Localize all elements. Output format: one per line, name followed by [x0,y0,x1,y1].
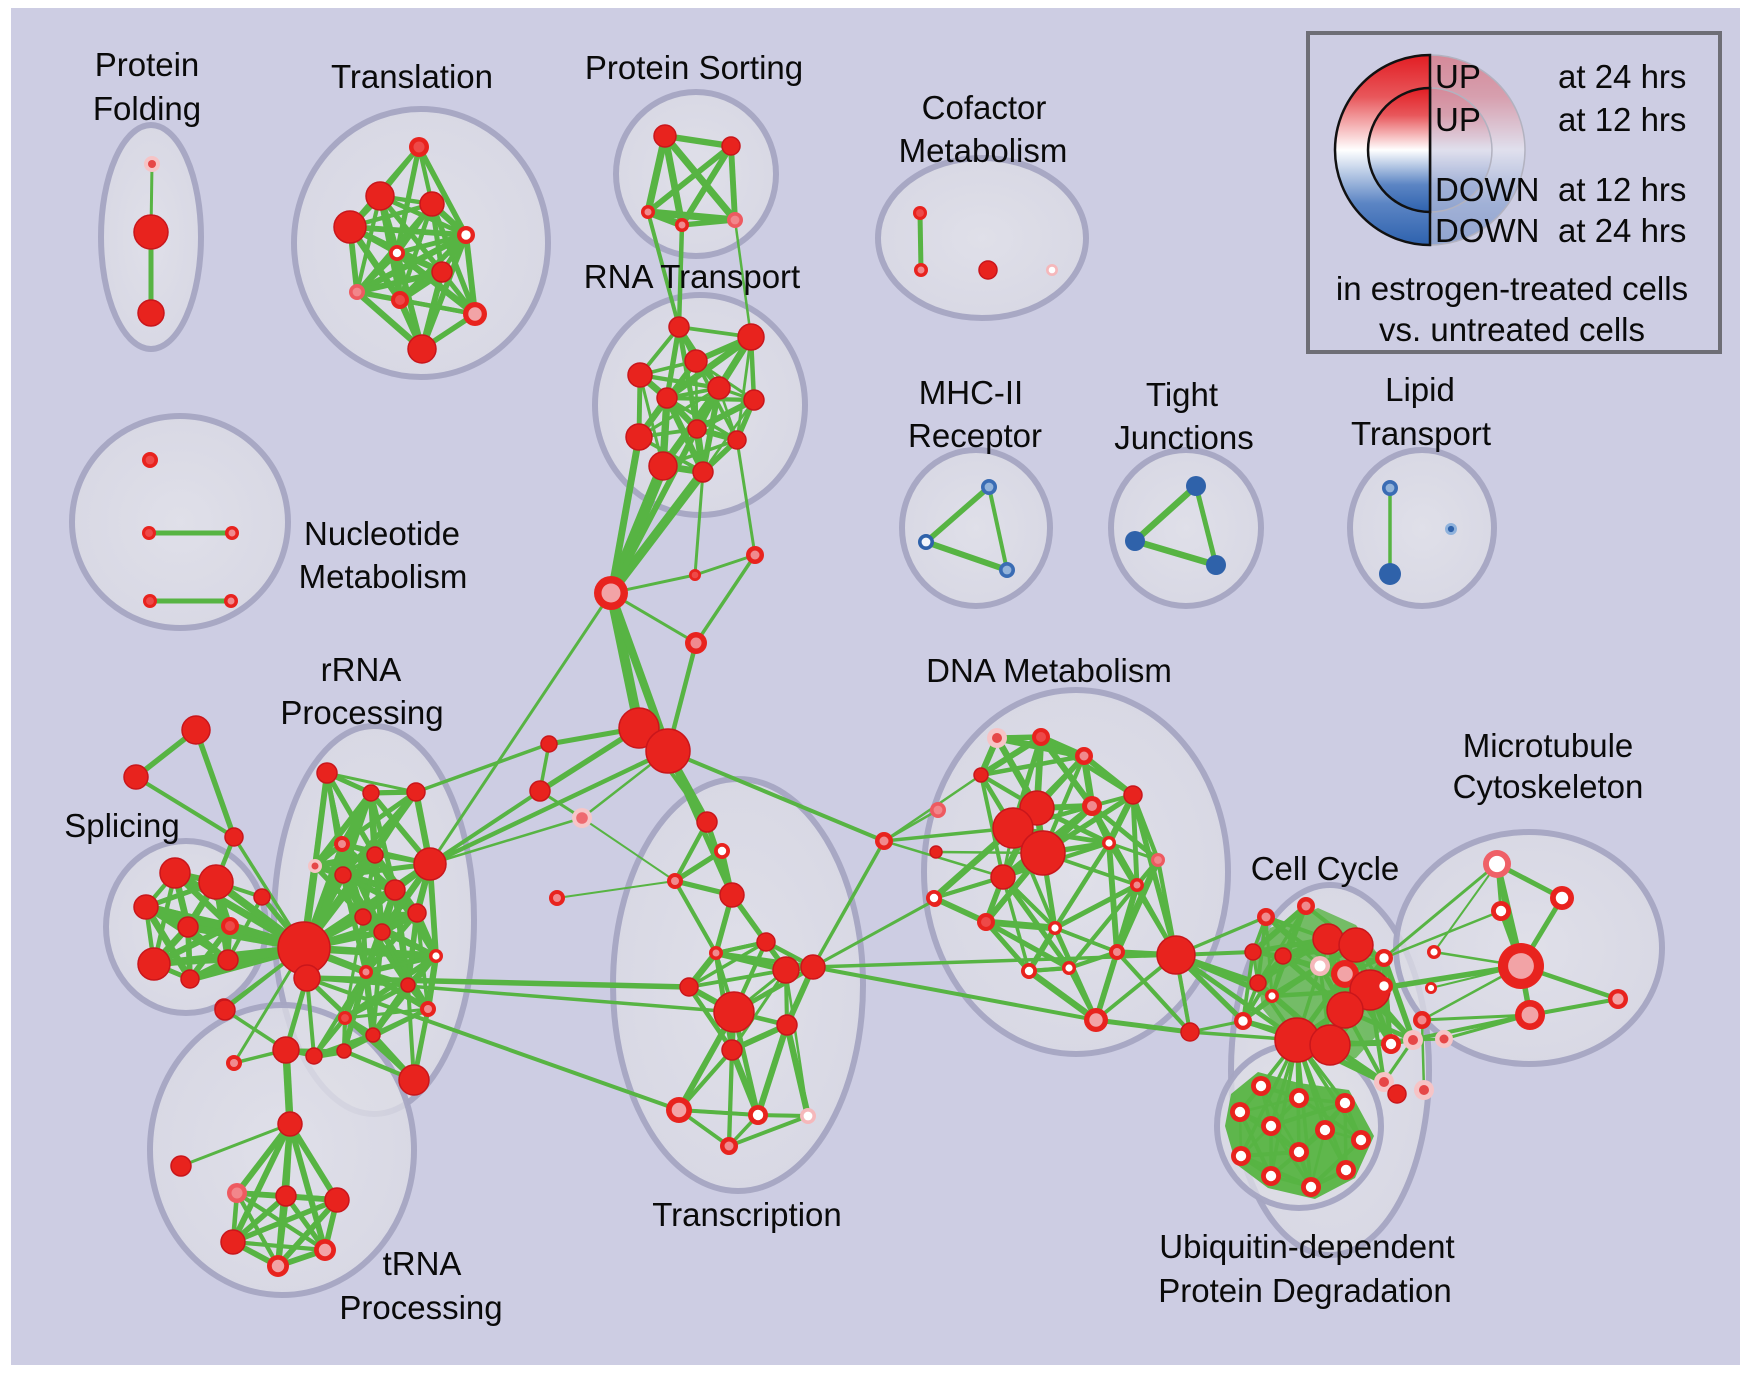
svg-text:rRNA: rRNA [321,651,402,688]
svg-text:Folding: Folding [93,90,201,127]
svg-text:Nucleotide: Nucleotide [304,515,460,552]
svg-text:Protein Degradation: Protein Degradation [1158,1272,1452,1309]
svg-text:Cytoskeleton: Cytoskeleton [1453,768,1644,805]
svg-text:DOWN: DOWN [1435,171,1539,208]
svg-text:UP: UP [1435,101,1481,138]
svg-text:RNA Transport: RNA Transport [584,258,800,295]
svg-text:Metabolism: Metabolism [299,558,468,595]
svg-text:Lipid: Lipid [1385,371,1455,408]
svg-text:MHC-II: MHC-II [919,374,1023,411]
svg-text:vs. untreated cells: vs. untreated cells [1379,311,1645,348]
svg-text:Protein Sorting: Protein Sorting [585,49,803,86]
svg-text:Transport: Transport [1351,415,1491,452]
svg-text:Processing: Processing [339,1289,502,1326]
svg-text:Processing: Processing [280,694,443,731]
svg-text:at 24 hrs: at 24 hrs [1558,212,1686,249]
svg-text:DNA Metabolism: DNA Metabolism [926,652,1172,689]
svg-text:Tight: Tight [1146,376,1218,413]
svg-text:Metabolism: Metabolism [899,132,1068,169]
svg-text:Junctions: Junctions [1114,419,1253,456]
svg-text:at 12 hrs: at 12 hrs [1558,171,1686,208]
svg-text:Cofactor: Cofactor [922,89,1047,126]
svg-text:Transcription: Transcription [652,1196,842,1233]
svg-text:at 12 hrs: at 12 hrs [1558,101,1686,138]
svg-text:UP: UP [1435,58,1481,95]
svg-text:tRNA: tRNA [383,1245,462,1282]
svg-text:Translation: Translation [331,58,493,95]
svg-text:DOWN: DOWN [1435,212,1539,249]
svg-text:Ubiquitin-dependent: Ubiquitin-dependent [1159,1228,1454,1265]
svg-text:in estrogen-treated cells: in estrogen-treated cells [1336,270,1688,307]
svg-text:Protein: Protein [95,46,200,83]
svg-text:Splicing: Splicing [64,807,180,844]
svg-text:Cell Cycle: Cell Cycle [1251,850,1400,887]
svg-text:Receptor: Receptor [908,417,1042,454]
svg-text:Microtubule: Microtubule [1463,727,1634,764]
svg-text:at 24 hrs: at 24 hrs [1558,58,1686,95]
